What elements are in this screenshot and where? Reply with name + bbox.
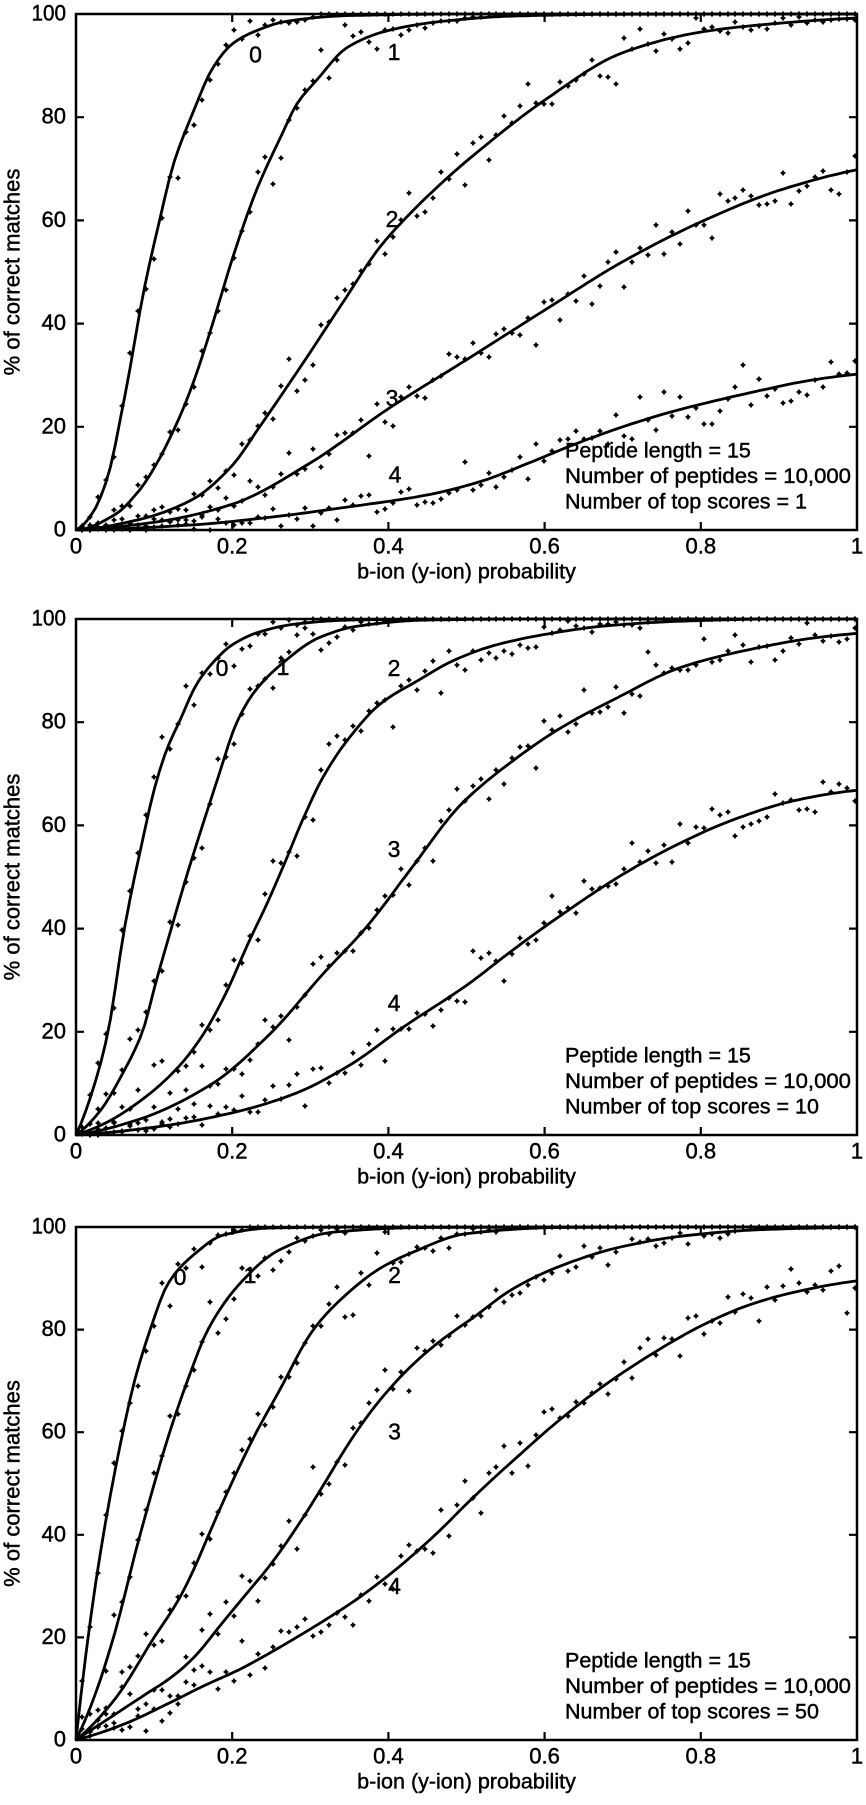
svg-text:Number of top scores = 50: Number of top scores = 50: [565, 1699, 819, 1723]
svg-text:0.4: 0.4: [373, 1743, 404, 1768]
svg-text:60: 60: [42, 1419, 66, 1444]
svg-text:0.6: 0.6: [529, 533, 560, 558]
svg-text:Number of top scores = 1: Number of top scores = 1: [565, 489, 807, 513]
svg-text:3: 3: [386, 385, 399, 411]
svg-text:60: 60: [42, 812, 66, 837]
svg-text:40: 40: [42, 1521, 66, 1546]
svg-text:0: 0: [216, 655, 229, 681]
svg-text:20: 20: [42, 1018, 66, 1043]
svg-text:40: 40: [42, 310, 66, 335]
svg-text:0.6: 0.6: [529, 1743, 560, 1768]
svg-text:0: 0: [54, 1727, 66, 1752]
svg-text:100: 100: [32, 606, 67, 631]
svg-text:b-ion (y-ion) probability: b-ion (y-ion) probability: [357, 1770, 576, 1794]
svg-text:20: 20: [42, 413, 66, 438]
svg-text:0: 0: [70, 1138, 82, 1163]
svg-text:b-ion (y-ion) probability: b-ion (y-ion) probability: [357, 560, 576, 584]
svg-text:0: 0: [54, 517, 66, 542]
svg-text:0.2: 0.2: [217, 1743, 248, 1768]
svg-text:0.4: 0.4: [373, 533, 404, 558]
svg-text:80: 80: [42, 104, 66, 129]
svg-text:4: 4: [388, 1573, 401, 1599]
svg-text:Number of peptides = 10,000: Number of peptides = 10,000: [565, 1069, 851, 1093]
svg-text:100: 100: [32, 1, 67, 26]
svg-text:0.4: 0.4: [373, 1138, 404, 1163]
svg-text:80: 80: [42, 1316, 66, 1341]
svg-text:20: 20: [42, 1624, 66, 1649]
svg-text:Peptide length = 15: Peptide length = 15: [565, 1648, 751, 1672]
svg-text:2: 2: [388, 1262, 401, 1288]
svg-text:3: 3: [388, 1419, 401, 1445]
svg-text:0: 0: [70, 533, 82, 558]
svg-text:0.6: 0.6: [529, 1138, 560, 1163]
svg-text:1: 1: [277, 654, 290, 680]
svg-text:Number of peptides = 10,000: Number of peptides = 10,000: [565, 464, 851, 488]
svg-text:0.8: 0.8: [686, 1138, 717, 1163]
svg-text:2: 2: [388, 655, 401, 681]
svg-text:1: 1: [851, 533, 863, 558]
svg-text:% of correct matches: % of correct matches: [0, 774, 25, 981]
svg-text:2: 2: [386, 206, 399, 232]
svg-text:1: 1: [388, 39, 401, 65]
svg-text:100: 100: [32, 1214, 67, 1239]
svg-text:0: 0: [174, 1264, 187, 1290]
svg-text:4: 4: [388, 990, 401, 1016]
svg-text:0.8: 0.8: [686, 1743, 717, 1768]
svg-text:0: 0: [70, 1743, 82, 1768]
svg-text:0: 0: [249, 42, 262, 68]
svg-text:Number of top scores = 10: Number of top scores = 10: [565, 1094, 819, 1118]
svg-text:1: 1: [244, 1262, 257, 1288]
svg-text:Peptide length = 15: Peptide length = 15: [565, 1043, 751, 1067]
svg-text:% of correct matches: % of correct matches: [0, 1380, 25, 1587]
svg-text:4: 4: [389, 462, 402, 488]
svg-text:b-ion (y-ion) probability: b-ion (y-ion) probability: [357, 1165, 576, 1189]
svg-text:1: 1: [851, 1138, 863, 1163]
svg-text:Peptide length = 15: Peptide length = 15: [565, 438, 751, 462]
svg-text:3: 3: [388, 836, 401, 862]
svg-text:0.8: 0.8: [686, 533, 717, 558]
svg-text:80: 80: [42, 709, 66, 734]
svg-text:% of correct matches: % of correct matches: [0, 169, 25, 376]
svg-text:Number of peptides = 10,000: Number of peptides = 10,000: [565, 1674, 851, 1698]
svg-text:1: 1: [851, 1743, 863, 1768]
svg-text:0.2: 0.2: [217, 533, 248, 558]
svg-text:60: 60: [42, 207, 66, 232]
svg-text:0.2: 0.2: [217, 1138, 248, 1163]
svg-text:0: 0: [54, 1122, 66, 1147]
svg-text:40: 40: [42, 915, 66, 940]
